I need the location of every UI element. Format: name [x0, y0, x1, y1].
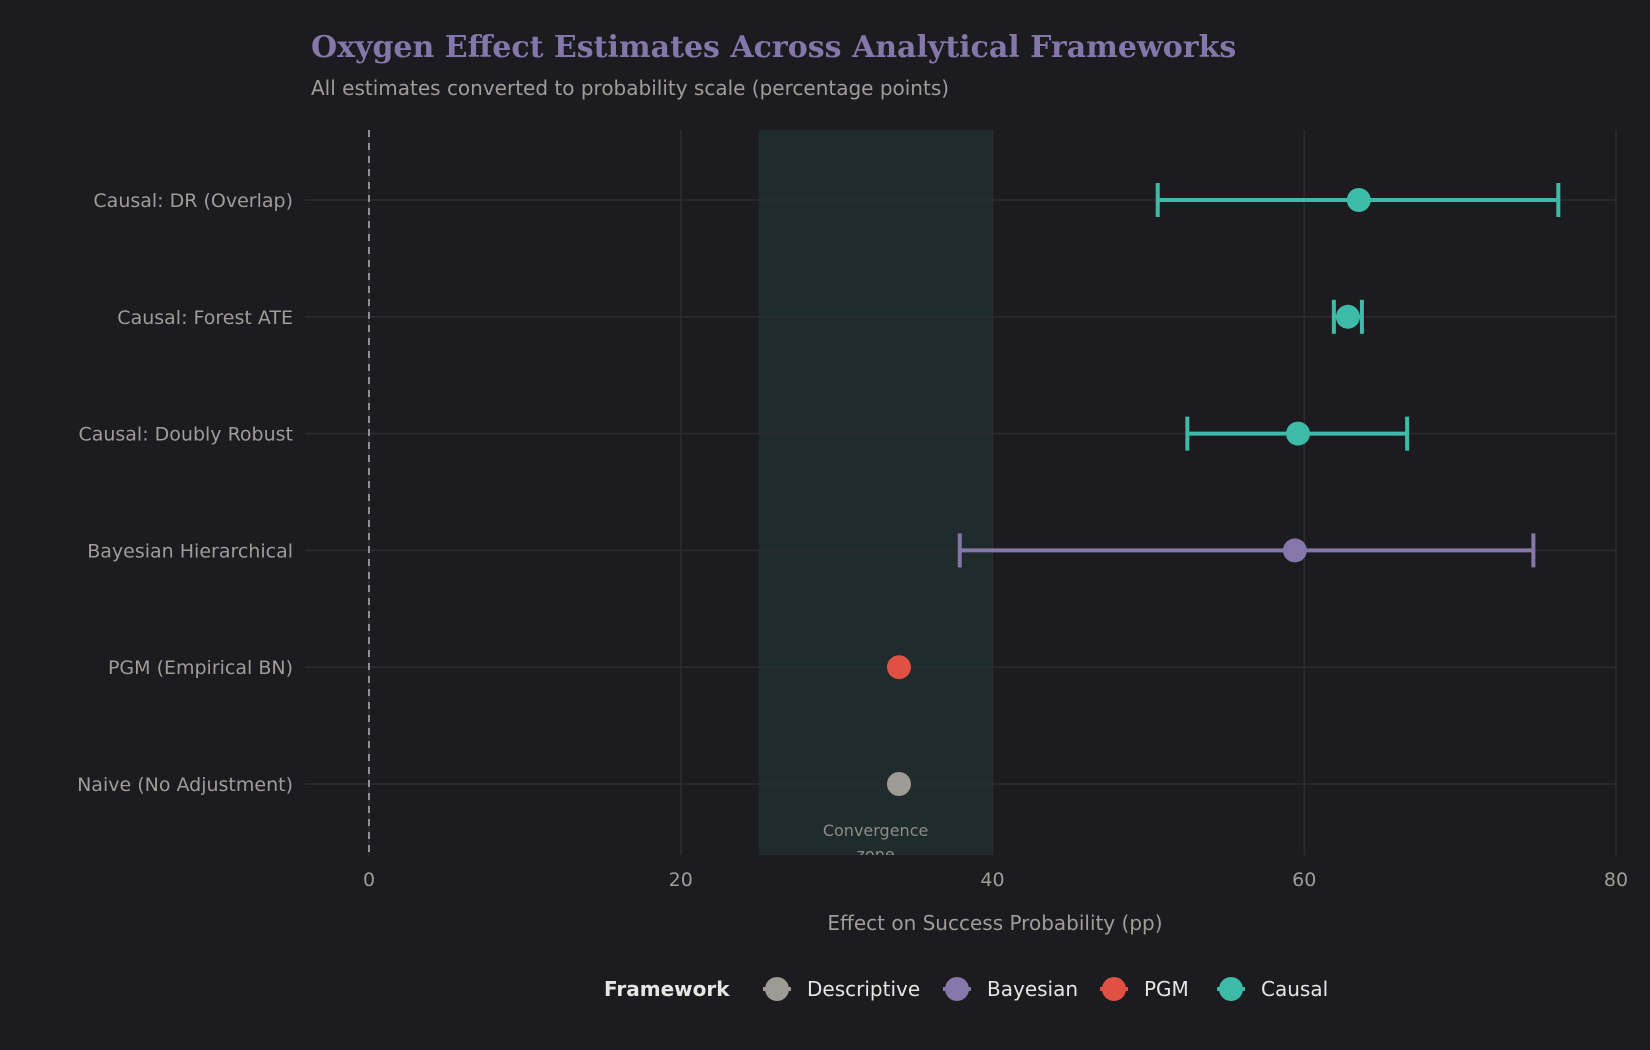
y-tick-label: Causal: DR (Overlap) [93, 190, 293, 212]
y-tick-label: Causal: Forest ATE [117, 307, 293, 329]
y-tick-label: Causal: Doubly Robust [78, 424, 293, 446]
legend-key-bayesian [945, 977, 969, 1001]
legend-key-causal [1219, 977, 1243, 1001]
convergence-zone [758, 130, 993, 855]
y-tick-label: Bayesian Hierarchical [87, 540, 293, 562]
point-estimate [1286, 421, 1311, 446]
legend-label: PGM [1144, 977, 1189, 1001]
legend-title: Framework [604, 977, 730, 1001]
point-estimate [1282, 538, 1307, 563]
zone-label-line: zone [857, 845, 895, 864]
point-estimate [886, 772, 911, 796]
y-tick-label: PGM (Empirical BN) [108, 657, 293, 679]
legend-label: Descriptive [807, 977, 920, 1001]
chart-title: Oxygen Effect Estimates Across Analytica… [311, 30, 1236, 65]
x-tick-label: 60 [1292, 869, 1316, 891]
point-estimate [1335, 304, 1360, 329]
legend-label: Causal [1261, 977, 1328, 1001]
legend-key-descriptive [765, 977, 789, 1001]
legend-key-pgm [1102, 977, 1126, 1001]
point-estimate [886, 655, 911, 680]
legend-label: Bayesian [987, 977, 1078, 1001]
zone-label-line: Convergence [823, 821, 929, 840]
convergence-zone-label: Convergence zone [823, 821, 929, 864]
legend: Framework Descriptive Bayesian PGM Causal [604, 977, 1328, 1001]
point-estimate [1346, 188, 1371, 212]
x-axis-label: Effect on Success Probability (pp) [827, 911, 1162, 935]
x-tick-label: 80 [1604, 869, 1628, 891]
y-tick-label: Naive (No Adjustment) [77, 774, 293, 796]
x-tick-label: 0 [363, 869, 375, 891]
x-tick-label: 40 [980, 869, 1004, 891]
chart-subtitle: All estimates converted to probability s… [311, 76, 949, 100]
x-tick-label: 20 [669, 869, 693, 891]
